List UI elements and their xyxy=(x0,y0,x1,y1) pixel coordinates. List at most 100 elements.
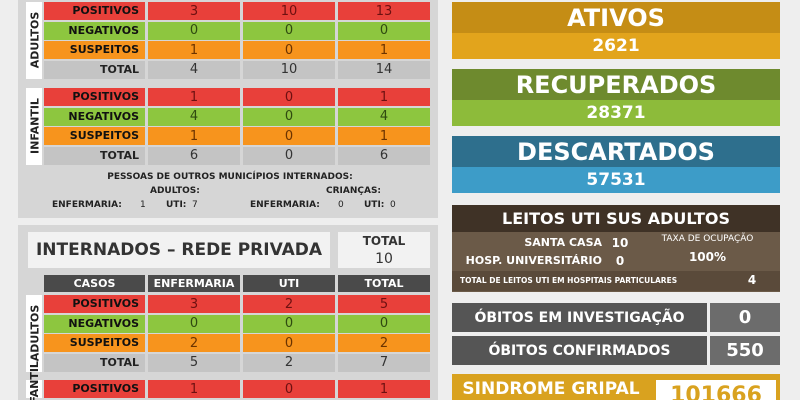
other-label: ENFERMARIA: xyxy=(250,200,320,210)
group-label xyxy=(26,295,42,372)
cell-value: 6 xyxy=(148,146,240,165)
obitos-label: ÓBITOS CONFIRMADOS xyxy=(452,336,707,365)
cell-value: 3 xyxy=(148,295,240,313)
obitos-label: ÓBITOS EM INVESTIGAÇÃO xyxy=(452,303,707,332)
cell-value: 7 xyxy=(338,353,430,372)
group-label xyxy=(26,2,42,79)
leitos-row xyxy=(452,271,780,291)
other-value: 1 xyxy=(140,200,146,210)
row-label: POSITIVOS xyxy=(44,88,145,106)
leitos-label: TAXA DE OCUPAÇÃO xyxy=(661,234,754,244)
cell-value: 0 xyxy=(243,380,335,398)
cell-value: 2 xyxy=(338,334,430,352)
sindrome-value: 101666 xyxy=(656,380,776,400)
sindrome-label: SINDROME GRIPAL xyxy=(452,374,650,400)
card-value: 57531 xyxy=(452,167,780,193)
row-label: SUSPEITOS xyxy=(44,41,145,59)
group-label-text: INFANTIL xyxy=(27,98,41,155)
cell-value: 3 xyxy=(148,2,240,20)
cell-value: 0 xyxy=(243,127,335,145)
cell-value: 1 xyxy=(148,380,240,398)
group-label xyxy=(26,380,42,398)
cell-value: 0 xyxy=(338,21,430,40)
row-label: NEGATIVOS xyxy=(44,107,145,126)
leitos-label: SANTA CASA xyxy=(524,236,602,249)
column-header: UTI xyxy=(243,275,335,292)
other-label: ADULTOS: xyxy=(150,186,200,196)
cell-value: 0 xyxy=(243,146,335,165)
cell-value: 1 xyxy=(148,41,240,59)
cell-value: 0 xyxy=(243,107,335,126)
group-label-text: ADULTOS xyxy=(27,11,41,69)
leitos-label: HOSP. UNIVERSITÁRIO xyxy=(465,254,602,267)
other-value: 0 xyxy=(338,200,344,210)
row-label: SUSPEITOS xyxy=(44,127,145,145)
cell-value: 0 xyxy=(243,88,335,106)
cell-value: 2 xyxy=(148,334,240,352)
cell-value: 2 xyxy=(243,295,335,313)
other-label: ENFERMARIA: xyxy=(52,200,122,210)
private-total: 10 xyxy=(375,250,393,267)
card-title: RECUPERADOS xyxy=(452,69,780,100)
cell-value: 5 xyxy=(338,295,430,313)
row-label: TOTAL xyxy=(44,353,145,372)
cell-value: 0 xyxy=(243,314,335,333)
row-label: NEGATIVOS xyxy=(44,21,145,40)
cell-value: 14 xyxy=(338,60,430,79)
other-value: 7 xyxy=(192,200,198,210)
cell-value: 1 xyxy=(338,41,430,59)
cell-value: 4 xyxy=(148,60,240,79)
column-header: CASOS xyxy=(44,275,145,292)
cell-value: 4 xyxy=(148,107,240,126)
row-label: SUSPEITOS xyxy=(44,334,145,352)
row-label: TOTAL xyxy=(44,146,145,165)
cell-value: 6 xyxy=(338,146,430,165)
card-title: DESCARTADOS xyxy=(452,136,780,167)
column-header: ENFERMARIA xyxy=(148,275,240,292)
cell-value: 0 xyxy=(148,314,240,333)
cell-value: 4 xyxy=(338,107,430,126)
row-label: POSITIVOS xyxy=(44,380,145,398)
card-value: 28371 xyxy=(452,100,780,126)
card-value: 2621 xyxy=(452,33,780,59)
group-label-text: INFANTIL xyxy=(27,361,41,400)
cell-value: 1 xyxy=(148,127,240,145)
cell-value: 0 xyxy=(243,334,335,352)
cell-value: 5 xyxy=(148,353,240,372)
other-value: 0 xyxy=(390,200,396,210)
private-title: INTERNADOS – REDE PRIVADA xyxy=(28,232,330,268)
private-total-label: TOTAL xyxy=(362,234,406,248)
other-label: CRIANÇAS: xyxy=(326,186,382,196)
cell-value: 1 xyxy=(338,127,430,145)
row-label: NEGATIVOS xyxy=(44,314,145,333)
cell-value: 0 xyxy=(243,41,335,59)
cell-value: 0 xyxy=(148,21,240,40)
row-label: TOTAL xyxy=(44,60,145,79)
cell-value: 1 xyxy=(148,88,240,106)
cell-value: 10 xyxy=(243,2,335,20)
row-label: POSITIVOS xyxy=(44,2,145,20)
cell-value: 1 xyxy=(338,380,430,398)
leitos-value: 0 xyxy=(615,254,625,268)
leitos-value: 10 xyxy=(611,236,629,250)
group-label-text: ADULTOS xyxy=(27,304,41,362)
leitos-label: TOTAL DE LEITOS UTI EM HOSPITAIS PARTICU… xyxy=(460,276,678,285)
card-title: ATIVOS xyxy=(452,2,780,33)
cell-value: 1 xyxy=(338,88,430,106)
obitos-value: 0 xyxy=(710,303,780,332)
leitos-value: 4 xyxy=(747,273,757,287)
other-label: UTI: xyxy=(166,200,187,210)
cell-value: 0 xyxy=(338,314,430,333)
cell-value: 0 xyxy=(243,21,335,40)
leitos-value: 100% xyxy=(688,250,727,264)
other-label: UTI: xyxy=(364,200,385,210)
column-header: TOTAL xyxy=(338,275,430,292)
row-label: POSITIVOS xyxy=(44,295,145,313)
cell-value: 2 xyxy=(243,353,335,372)
cell-value: 13 xyxy=(338,2,430,20)
leitos-title: LEITOS UTI SUS ADULTOS xyxy=(452,205,780,232)
obitos-value: 550 xyxy=(710,336,780,365)
cell-value: 10 xyxy=(243,60,335,79)
group-label xyxy=(26,88,42,165)
